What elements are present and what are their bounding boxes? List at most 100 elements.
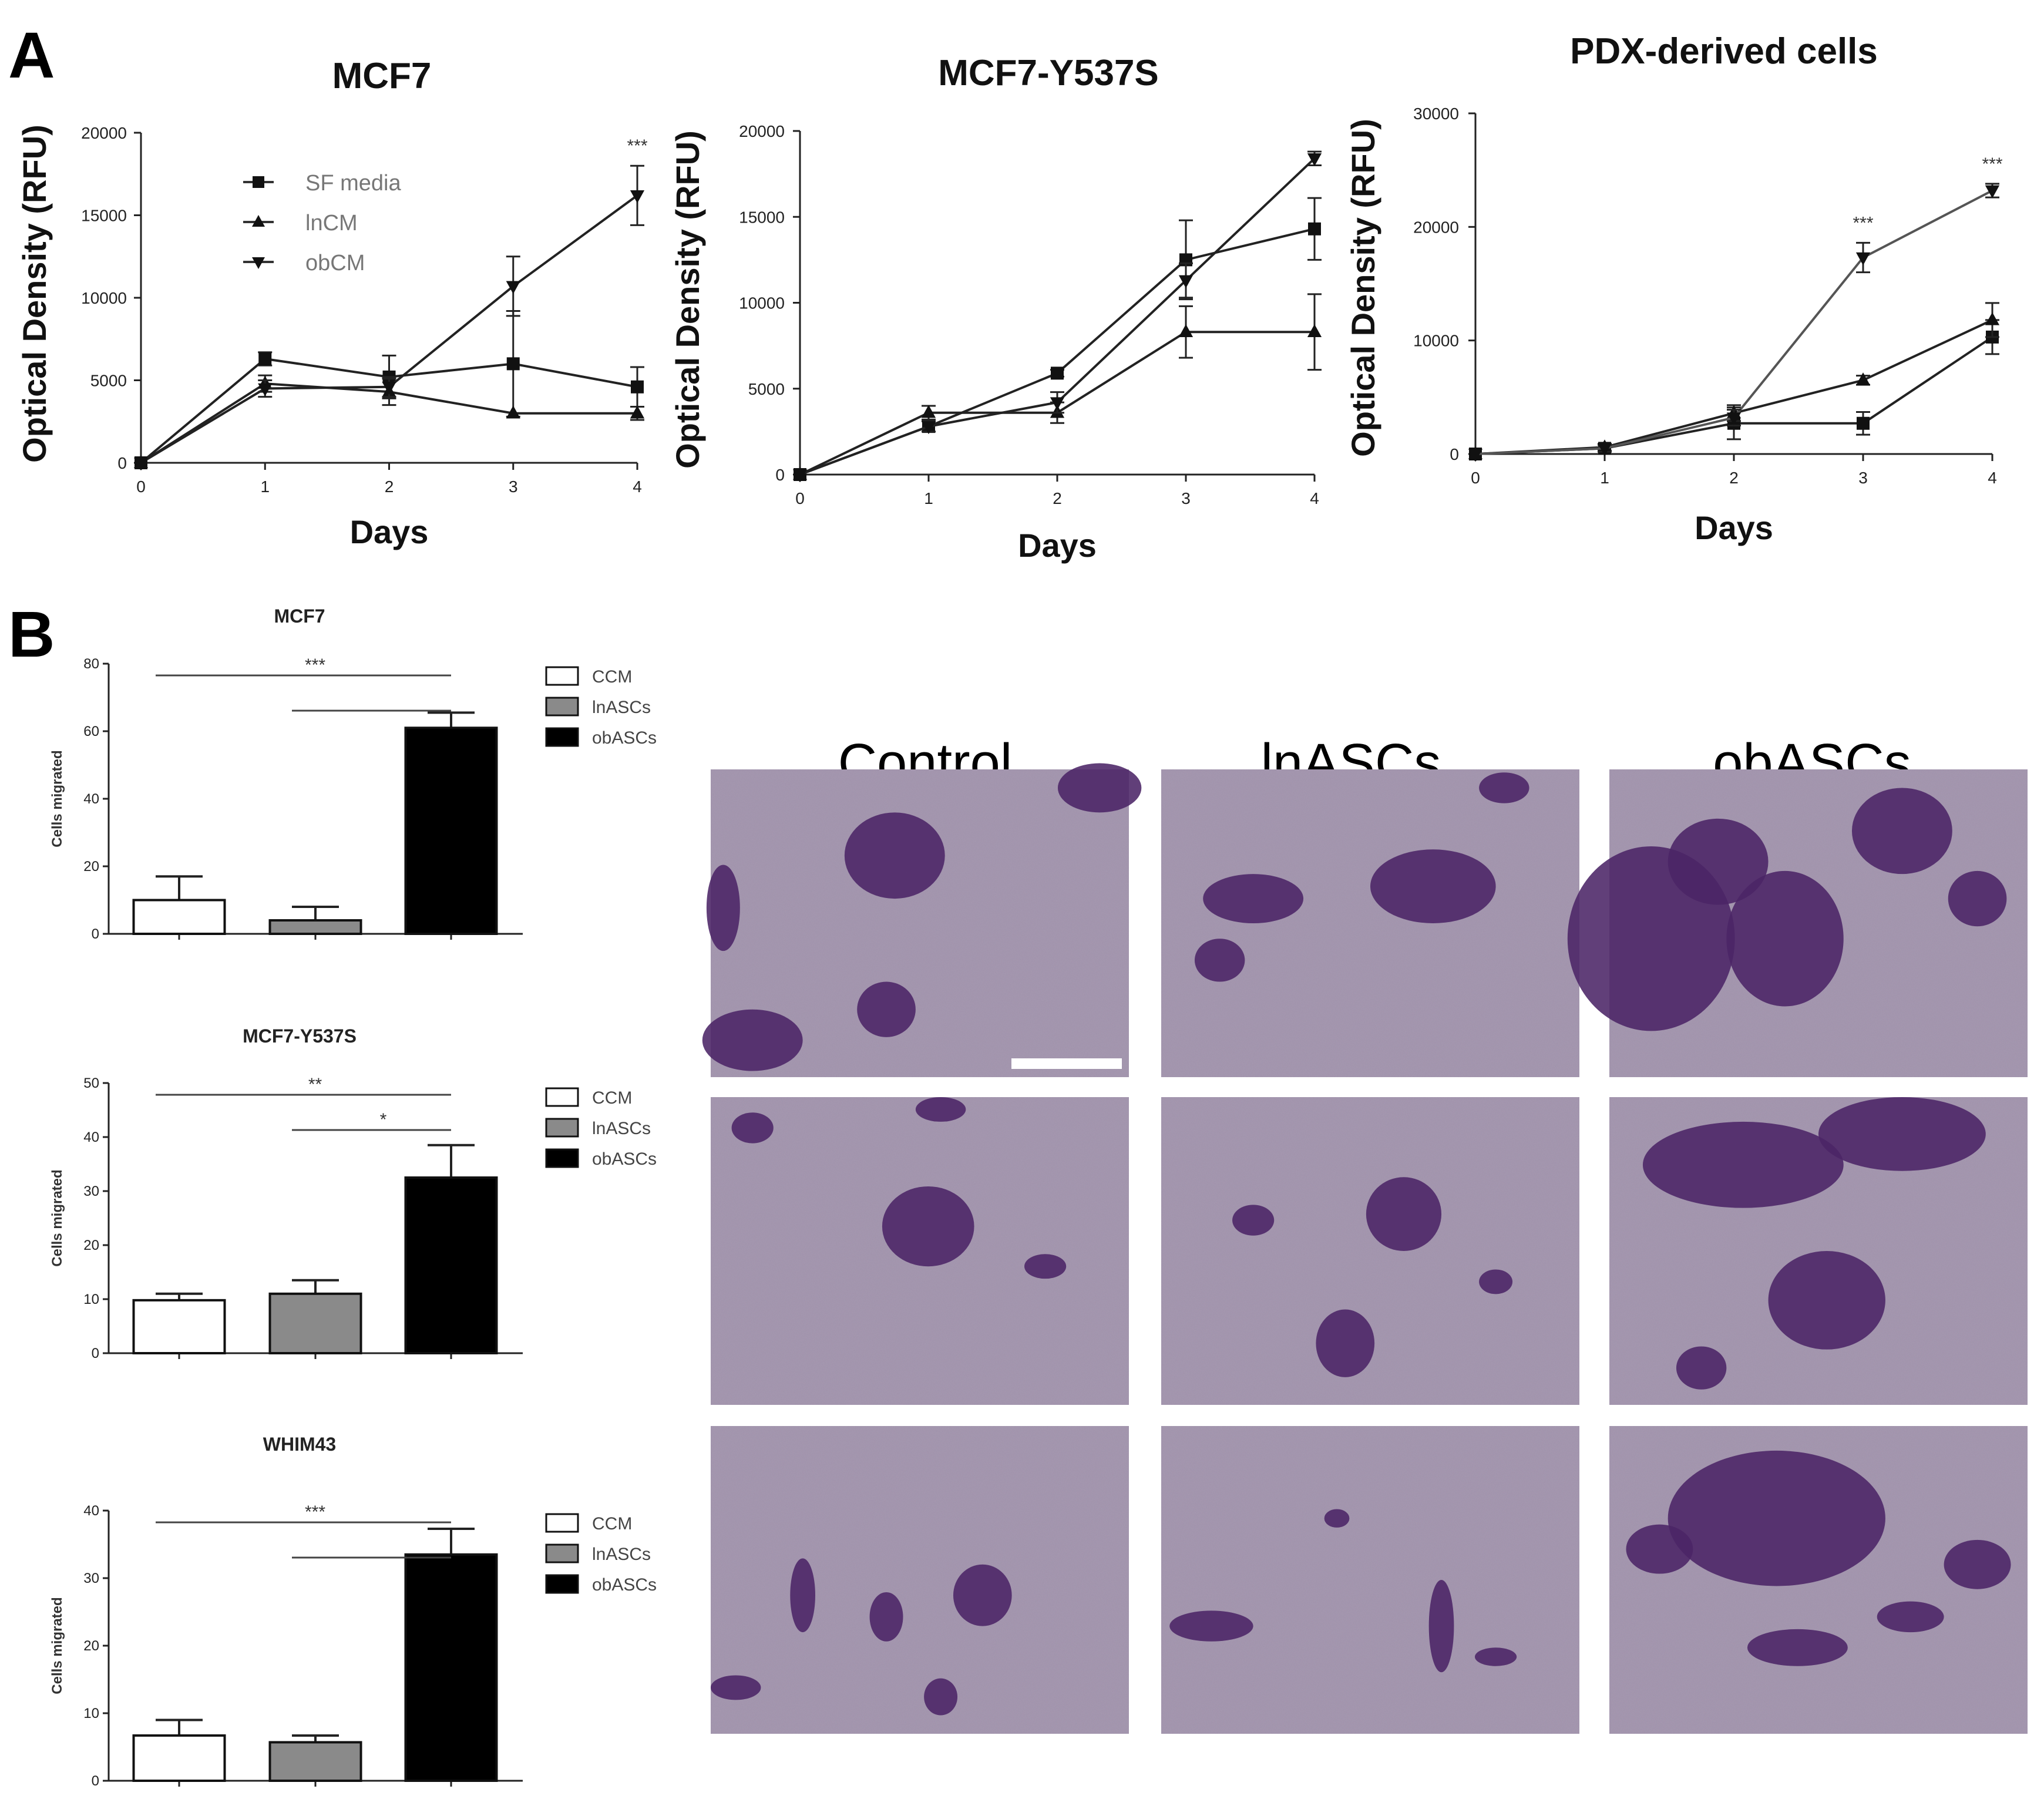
- stained-cell-cluster: [1642, 1121, 1844, 1208]
- stained-cell-cluster: [1851, 788, 1952, 875]
- chart-title: PDX-derived cells: [1570, 31, 1878, 72]
- stained-cell-cluster: [1370, 849, 1496, 923]
- data-point: [921, 405, 936, 418]
- y-tick-label: 15000: [739, 208, 785, 226]
- chart-title: MCF7: [332, 56, 432, 96]
- y-tick-label: 50: [83, 1075, 99, 1091]
- legend-label: lnASCs: [592, 1119, 651, 1138]
- data-point: [1726, 412, 1742, 426]
- significance-label: ***: [305, 655, 325, 675]
- stained-cell-cluster: [915, 1097, 966, 1122]
- stained-cell-cluster: [1232, 1205, 1275, 1236]
- x-tick-label: 3: [1181, 489, 1191, 507]
- x-tick-label: 4: [1988, 469, 1997, 487]
- line-chart-2: 0 10000 20000 30000 0 1 2 3 4 PDX-derived cells Da…: [1344, 31, 2003, 546]
- stained-cell-cluster: [1024, 1254, 1067, 1279]
- micrograph-texture: [1161, 769, 1579, 1077]
- micrograph-r1-c1: [1161, 1097, 1579, 1405]
- stained-cell-cluster: [1479, 772, 1529, 803]
- data-point: [1178, 324, 1194, 338]
- data-point: [921, 421, 936, 435]
- micrograph-r2-c0: [711, 1426, 1129, 1734]
- chart-title: MCF7: [274, 606, 325, 627]
- x-tick-label: 4: [1310, 489, 1319, 507]
- data-point: [630, 405, 645, 419]
- data-point: [506, 281, 520, 294]
- chart-title: MCF7-Y537S: [243, 1025, 357, 1047]
- significance-label: ***: [627, 136, 647, 156]
- y-tick-label: 0: [92, 926, 99, 942]
- stained-cell-cluster: [706, 865, 740, 951]
- bar-CCM: [132, 1299, 226, 1355]
- y-axis-label: Optical Density (RFU): [1344, 119, 1381, 457]
- data-point: [506, 405, 520, 419]
- stained-cell-cluster: [1428, 1580, 1454, 1673]
- stained-cell-cluster: [1169, 1610, 1253, 1642]
- stained-cell-cluster: [1316, 1309, 1375, 1377]
- y-tick-label: 40: [83, 1503, 99, 1519]
- legend-label: obASCs: [592, 728, 657, 748]
- micrograph-r0-c2: [1567, 769, 2028, 1077]
- legend-swatch: [545, 1148, 579, 1168]
- bar-chart-2: 0 10 20 30 40 WHIM43 Cells migrated *** CCM lnASC…: [49, 1434, 657, 1789]
- legend-swatch: [545, 666, 579, 686]
- y-tick-label: 0: [775, 466, 785, 484]
- y-tick-label: 5000: [90, 372, 127, 390]
- micrograph-r1-c2: [1609, 1097, 2028, 1405]
- y-tick-label: 15000: [81, 207, 127, 225]
- y-tick-label: 10: [83, 1292, 99, 1307]
- significance-label: **: [308, 1075, 322, 1094]
- legend-label: lnASCs: [592, 1545, 651, 1564]
- bar-obASCs: [404, 727, 498, 935]
- micrograph-r0-c0: [702, 763, 1142, 1077]
- micrograph-r1-c0: [711, 1097, 1129, 1405]
- chart-title: WHIM43: [263, 1434, 336, 1455]
- stained-cell-cluster: [1324, 1509, 1350, 1528]
- stained-cell-cluster: [953, 1564, 1012, 1626]
- y-tick-label: 40: [83, 791, 99, 807]
- legend-label: lnASCs: [592, 698, 651, 717]
- y-tick-label: 0: [92, 1346, 99, 1361]
- data-point: [1855, 252, 1871, 265]
- bar-obASCs: [404, 1553, 498, 1782]
- y-axis-label: Optical Density (RFU): [669, 130, 706, 469]
- y-tick-label: 80: [83, 656, 99, 672]
- x-tick-label: 2: [1729, 469, 1739, 487]
- data-point: [792, 469, 808, 483]
- y-tick-label: 40: [83, 1129, 99, 1145]
- stained-cell-cluster: [1726, 870, 1844, 1007]
- stained-cell-cluster: [1676, 1346, 1727, 1390]
- y-axis-label: Optical Density (RFU): [16, 125, 53, 463]
- y-tick-label: 20: [83, 859, 99, 875]
- data-point: [631, 380, 644, 394]
- x-axis-label: Days: [1695, 509, 1773, 546]
- legend-label: CCM: [592, 1514, 632, 1533]
- bar-lnASCs: [268, 919, 362, 935]
- stained-cell-cluster: [711, 1675, 761, 1700]
- bar-obASCs: [404, 1176, 498, 1354]
- y-tick-label: 20: [83, 1237, 99, 1253]
- stained-cell-cluster: [1747, 1629, 1848, 1666]
- legend-marker: [252, 257, 265, 269]
- legend-label: obASCs: [592, 1149, 657, 1169]
- x-tick-label: 2: [1053, 489, 1062, 507]
- y-tick-label: 20000: [739, 122, 785, 140]
- y-tick-label: 10000: [739, 294, 785, 312]
- line-chart-1: 0 5000 10000 15000 20000 0 1 2 3 4 MCF7-Y537S Days O…: [669, 53, 1322, 564]
- legend-label: SF media: [305, 171, 401, 196]
- y-tick-label: 0: [1450, 445, 1459, 463]
- x-axis-label: Days: [1018, 527, 1097, 564]
- micrograph-r2-c2: [1609, 1426, 2028, 1734]
- y-tick-label: 0: [117, 454, 127, 472]
- stained-cell-cluster: [702, 1009, 803, 1071]
- stained-cell-cluster: [1475, 1647, 1517, 1666]
- y-tick-label: 10000: [1413, 332, 1459, 350]
- significance-label: *: [380, 1110, 387, 1129]
- data-point: [1178, 275, 1194, 288]
- data-point: [1308, 222, 1321, 236]
- y-tick-label: 10: [83, 1706, 99, 1721]
